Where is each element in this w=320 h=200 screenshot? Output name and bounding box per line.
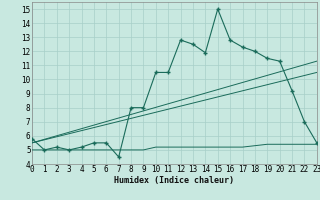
X-axis label: Humidex (Indice chaleur): Humidex (Indice chaleur) [115, 176, 234, 185]
